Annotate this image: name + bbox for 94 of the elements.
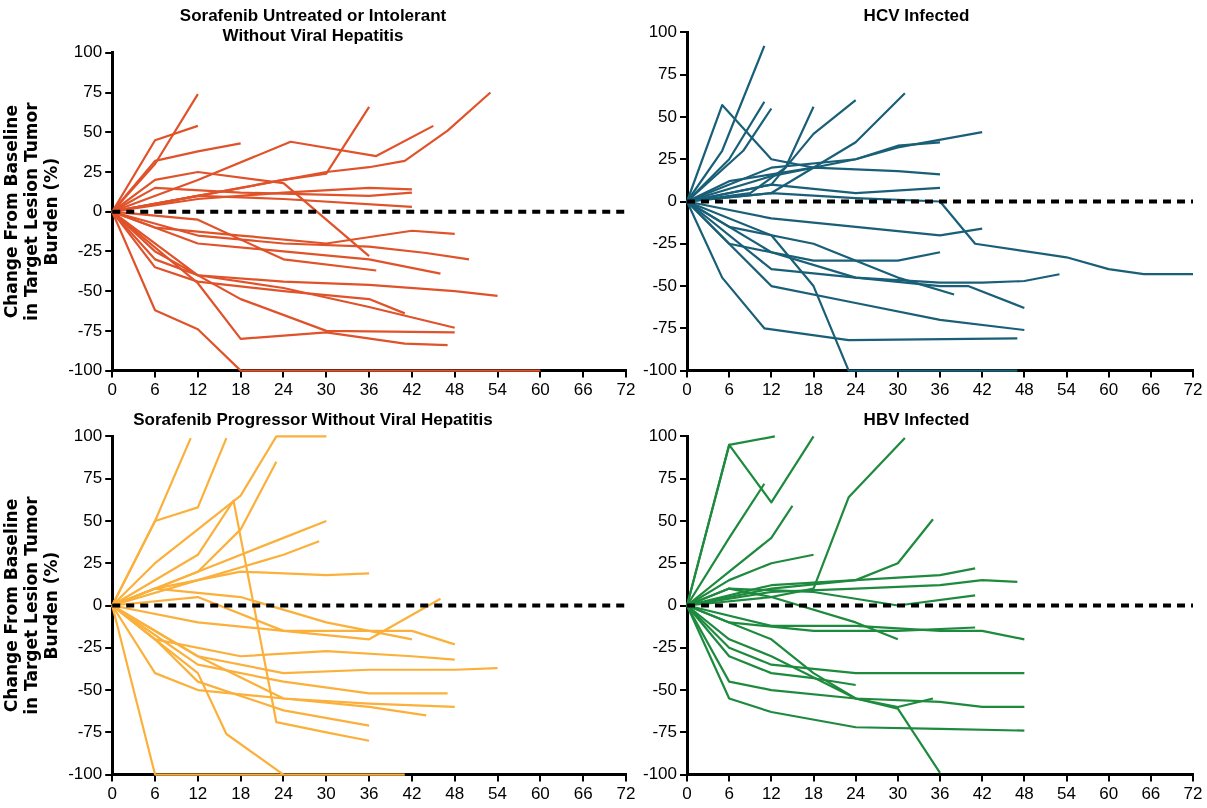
y-tick-label: -25	[652, 637, 678, 657]
x-tick-label: 30	[888, 380, 908, 400]
y-tick-label: 0	[92, 201, 103, 221]
x-tick-label: 36	[359, 784, 379, 804]
y-tick-label: -50	[652, 679, 678, 699]
x-tick-label: 12	[188, 380, 208, 400]
y-tick-label: -25	[652, 233, 678, 253]
x-tick-label: 12	[761, 784, 781, 804]
y-tick-label: -100	[68, 764, 103, 784]
x-tick-label: 0	[107, 380, 117, 400]
x-tick-label: 6	[724, 784, 734, 804]
x-tick-label: 66	[573, 784, 593, 804]
x-tick-label: 42	[402, 784, 422, 804]
y-tick-label: -25	[77, 241, 103, 261]
chart-title: HBV Infected	[863, 409, 970, 429]
x-tick-label: 30	[316, 380, 336, 400]
y-axis-title: Change From Baseline in Target Lesion Tumor Burden (%)	[0, 101, 62, 321]
x-tick-label: 54	[1057, 784, 1076, 804]
x-tick-label: 6	[724, 380, 734, 400]
x-tick-label: 18	[231, 784, 251, 804]
x-tick-label: 6	[150, 380, 160, 400]
y-tick-label: -75	[652, 722, 678, 742]
chart-title: HCV Infected	[863, 5, 970, 25]
x-tick-label: 66	[1141, 784, 1161, 804]
y-tick-label: -100	[68, 360, 103, 380]
x-tick-label: 66	[1141, 380, 1161, 400]
y-tick-label: 100	[648, 426, 678, 446]
x-tick-label: 24	[274, 380, 293, 400]
x-tick-label: 48	[445, 784, 465, 804]
x-tick-label: 72	[616, 380, 636, 400]
y-tick-label: 50	[83, 121, 103, 141]
y-tick-label: -50	[77, 679, 103, 699]
x-tick-label: 36	[359, 380, 379, 400]
x-tick-label: 66	[573, 380, 593, 400]
x-tick-label: 72	[616, 784, 636, 804]
x-tick-label: 42	[402, 380, 422, 400]
x-tick-label: 60	[530, 784, 550, 804]
x-tick-label: 18	[804, 380, 823, 400]
x-tick-label: 24	[274, 784, 293, 804]
y-tick-label: 25	[658, 148, 678, 168]
y-tick-label: 75	[658, 468, 678, 488]
y-tick-label: -100	[642, 764, 678, 784]
x-tick-label: 60	[1099, 784, 1119, 804]
chart-title: Sorafenib Progressor Without Viral Hepatitis	[133, 409, 493, 429]
x-tick-label: 54	[488, 784, 508, 804]
x-tick-label: 72	[1183, 380, 1203, 400]
x-tick-label: 48	[445, 380, 465, 400]
y-tick-label: 100	[73, 42, 103, 62]
x-tick-label: 72	[1183, 784, 1203, 804]
x-tick-label: 12	[188, 784, 208, 804]
y-tick-label: 0	[92, 595, 103, 615]
x-tick-label: 6	[150, 784, 160, 804]
x-tick-label: 42	[972, 784, 992, 804]
y-tick-label: 25	[83, 161, 103, 181]
y-tick-label: -25	[77, 637, 103, 657]
x-tick-label: 60	[530, 380, 550, 400]
x-tick-label: 48	[1014, 784, 1034, 804]
x-tick-label: 0	[682, 380, 692, 400]
x-tick-label: 48	[1014, 380, 1034, 400]
y-tick-label: 75	[658, 64, 678, 84]
y-tick-label: 50	[658, 510, 678, 530]
x-tick-label: 54	[488, 380, 508, 400]
y-tick-label: 50	[658, 106, 678, 126]
x-tick-label: 24	[846, 380, 866, 400]
x-tick-label: 30	[316, 784, 336, 804]
y-tick-label: 100	[73, 426, 103, 446]
y-tick-label: 25	[83, 552, 103, 572]
y-tick-label: 0	[667, 595, 678, 615]
y-tick-label: -50	[652, 275, 678, 295]
x-tick-label: 0	[107, 784, 117, 804]
y-tick-label: 75	[83, 468, 103, 488]
x-tick-label: 18	[231, 380, 251, 400]
x-tick-label: 42	[972, 380, 992, 400]
y-tick-label: -100	[642, 360, 678, 380]
x-tick-label: 54	[1057, 380, 1076, 400]
y-tick-label: 25	[658, 552, 678, 572]
y-tick-label: 50	[83, 510, 103, 530]
y-axis-title: Change From Baseline in Target Lesion Tumor Burden (%)	[0, 495, 62, 715]
x-tick-label: 36	[930, 784, 950, 804]
chart-title: Sorafenib Untreated or Intolerant Without Viral Hepatitis	[179, 5, 447, 46]
y-tick-label: -75	[77, 320, 103, 340]
x-tick-label: 24	[846, 784, 866, 804]
y-tick-label: -75	[77, 722, 103, 742]
y-tick-label: 0	[667, 191, 678, 211]
y-tick-label: 100	[648, 22, 678, 42]
x-tick-label: 18	[804, 784, 823, 804]
x-tick-label: 12	[761, 380, 781, 400]
x-tick-label: 36	[930, 380, 950, 400]
x-tick-label: 60	[1099, 380, 1119, 400]
y-tick-label: 75	[83, 82, 103, 102]
y-tick-label: -75	[652, 318, 678, 338]
y-tick-label: -50	[77, 280, 103, 300]
x-tick-label: 30	[888, 784, 908, 804]
x-tick-label: 0	[682, 784, 692, 804]
